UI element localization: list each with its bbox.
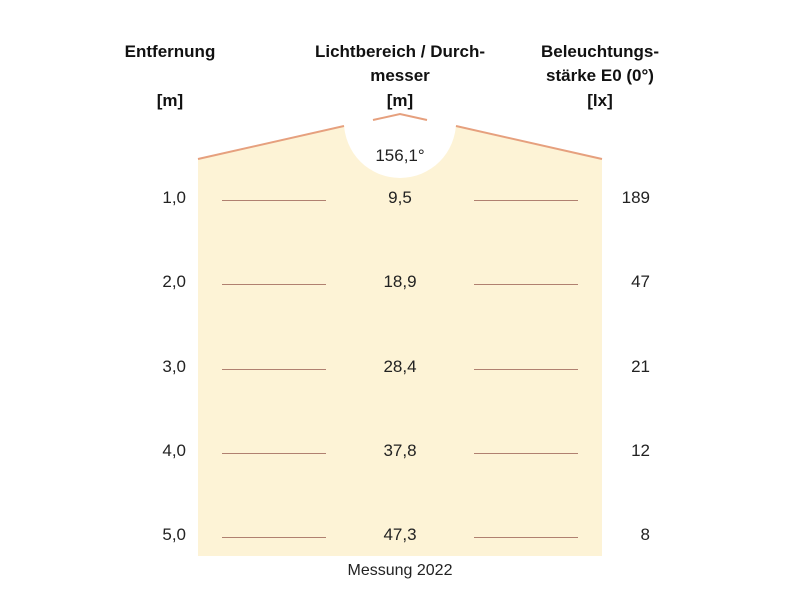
beam-angle: 156,1°	[375, 146, 425, 165]
header-illuminance-line1: Beleuchtungs-	[540, 42, 660, 61]
row-diameter: 18,9	[383, 272, 417, 291]
row-line-left	[222, 369, 326, 370]
lamp-apex	[372, 112, 428, 121]
row-illuminance: 21	[631, 357, 650, 376]
table-row: 4,0 37,8 12	[0, 441, 800, 465]
row-distance: 3,0	[162, 357, 186, 376]
cone-edge-left	[197, 125, 345, 160]
row-line-right	[474, 369, 578, 370]
row-distance: 5,0	[162, 525, 186, 544]
table-row: 3,0 28,4 21	[0, 357, 800, 381]
row-distance: 2,0	[162, 272, 186, 291]
row-distance: 1,0	[162, 188, 186, 207]
table-row: 2,0 18,9 47	[0, 272, 800, 296]
header-diameter: Lichtbereich / Durch- messer	[300, 40, 500, 88]
header-diameter-line1: Lichtbereich / Durch-	[314, 42, 486, 61]
row-line-right	[474, 284, 578, 285]
header-diameter-unit: [m]	[386, 91, 414, 110]
header-illuminance: Beleuchtungs- stärke E0 (0°)	[520, 40, 680, 88]
row-illuminance: 189	[621, 188, 650, 207]
header-illuminance-line2: stärke E0 (0°)	[546, 66, 654, 85]
table-row: 1,0 9,5 189	[0, 188, 800, 212]
table-row: 5,0 47,3 8	[0, 525, 800, 549]
row-distance: 4,0	[162, 441, 186, 460]
row-line-left	[222, 453, 326, 454]
row-diameter: 37,8	[383, 441, 417, 460]
row-illuminance: 12	[631, 441, 650, 460]
header-illuminance-unit: [lx]	[587, 91, 613, 110]
cone-edge-right	[455, 125, 603, 160]
row-line-right	[474, 537, 578, 538]
row-diameter: 47,3	[383, 525, 417, 544]
row-line-left	[222, 284, 326, 285]
header-distance: Entfernung	[124, 42, 216, 61]
light-cone-area	[198, 113, 602, 556]
row-line-right	[474, 453, 578, 454]
header-diameter-line2: messer	[370, 66, 430, 85]
row-line-left	[222, 200, 326, 201]
row-diameter: 9,5	[388, 188, 412, 207]
row-line-left	[222, 537, 326, 538]
row-diameter: 28,4	[383, 357, 417, 376]
row-illuminance: 8	[640, 525, 650, 544]
measurement-caption: Messung 2022	[347, 562, 453, 579]
header-distance-unit: [m]	[156, 91, 184, 110]
row-illuminance: 47	[631, 272, 650, 291]
row-line-right	[474, 200, 578, 201]
